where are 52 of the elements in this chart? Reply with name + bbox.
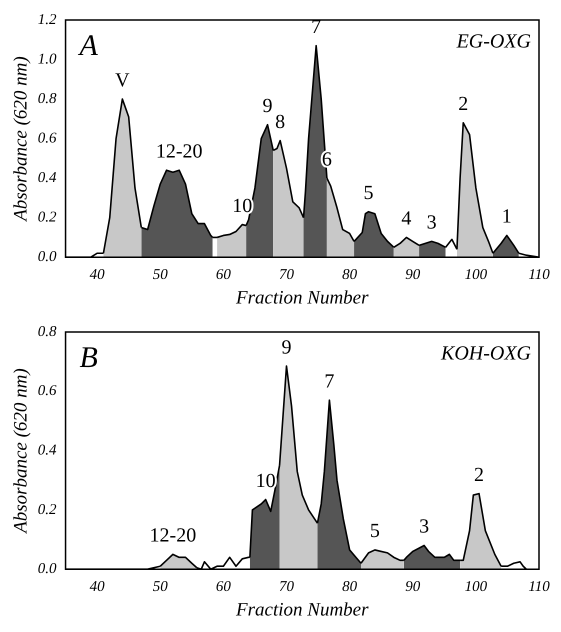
y-axis-title: Absorbance (620 nm) bbox=[10, 368, 32, 535]
x-tick-label: 60 bbox=[216, 579, 232, 596]
annotation: 12-20 bbox=[150, 524, 196, 547]
x-tick-label: 80 bbox=[342, 579, 358, 596]
annotation: 8 bbox=[275, 110, 286, 133]
annotation: 7 bbox=[324, 370, 334, 392]
x-axis-title: Fraction Number bbox=[235, 288, 370, 309]
y-tick-label: 0.4 bbox=[38, 170, 58, 186]
annotation: 3 bbox=[426, 212, 437, 234]
y-tick-label: 0.0 bbox=[38, 249, 58, 266]
annotation: 3 bbox=[419, 516, 430, 538]
y-tick-label: 0.0 bbox=[38, 561, 58, 578]
x-axis-title: Fraction Number bbox=[235, 600, 370, 621]
annotation: 5 bbox=[364, 182, 374, 204]
annotation: 9 bbox=[281, 336, 292, 358]
x-tick-label: 100 bbox=[464, 579, 488, 596]
y-tick-label: 1.0 bbox=[38, 51, 58, 68]
x-tick-label: 60 bbox=[216, 267, 232, 284]
x-tick-label: 70 bbox=[278, 579, 294, 596]
x-tick-label: 50 bbox=[152, 579, 168, 596]
annotation: 12-20 bbox=[156, 140, 203, 162]
y-tick-label: 0.4 bbox=[38, 442, 58, 459]
x-tick-label: 90 bbox=[405, 267, 421, 284]
annotation: V bbox=[115, 69, 130, 92]
y-tick-label: 0.6 bbox=[38, 383, 58, 400]
y-axis-title: Absorbance (620 nm) bbox=[10, 56, 32, 223]
y-tick-label: 0.8 bbox=[38, 91, 58, 108]
x-tick-label: 70 bbox=[278, 267, 294, 284]
annotation: A bbox=[78, 28, 99, 62]
y-tick-label: 0.8 bbox=[38, 324, 58, 340]
y-tick-label: 0.2 bbox=[38, 210, 58, 226]
annotation: 10 bbox=[256, 470, 276, 492]
x-tick-label: 50 bbox=[152, 267, 168, 284]
annotation: EG-OXG bbox=[456, 30, 532, 52]
annotation: 1 bbox=[502, 206, 512, 228]
annotation: B bbox=[80, 340, 98, 374]
annotation: 2 bbox=[458, 93, 468, 116]
x-tick-label: 80 bbox=[342, 267, 358, 284]
annotation: KOH-OXG bbox=[440, 342, 532, 364]
x-tick-label: 90 bbox=[405, 579, 421, 596]
x-tick-label: 40 bbox=[90, 579, 106, 596]
x-tick-label: 40 bbox=[90, 267, 106, 284]
x-tick-label: 110 bbox=[528, 267, 550, 284]
annotation: 2 bbox=[474, 464, 484, 486]
annotation: 4 bbox=[401, 208, 412, 230]
annotation: 9 bbox=[262, 95, 273, 118]
annotation: 5 bbox=[370, 520, 380, 542]
x-tick-label: 110 bbox=[528, 579, 550, 596]
y-tick-label: 0.6 bbox=[38, 130, 58, 147]
y-tick-label: 0.2 bbox=[38, 502, 58, 518]
x-tick-label: 100 bbox=[464, 267, 488, 284]
y-tick-label: 1.2 bbox=[38, 12, 58, 28]
